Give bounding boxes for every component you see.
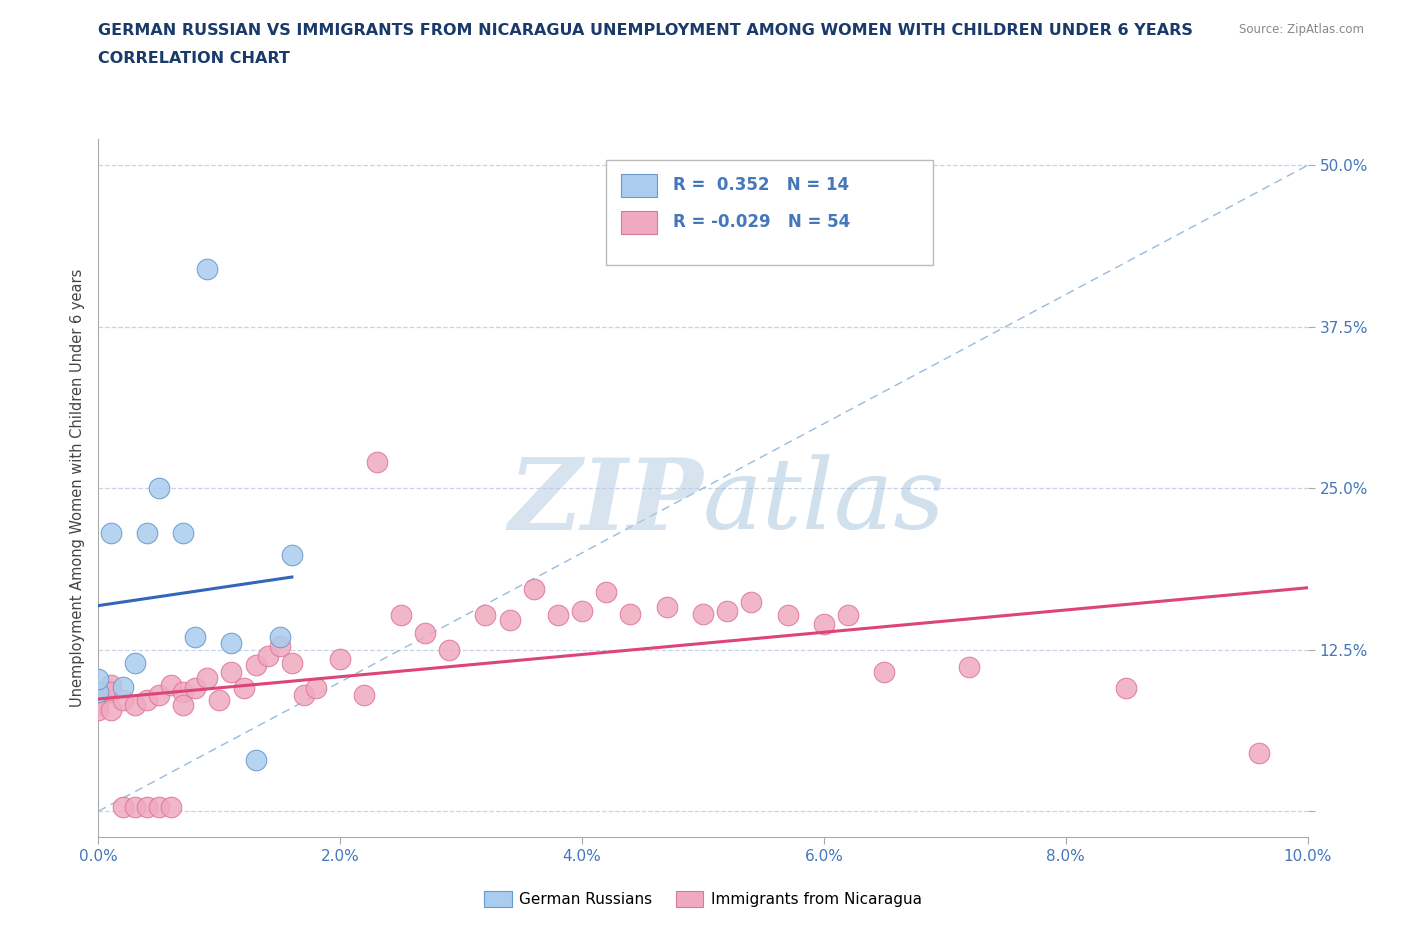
Point <box>873 664 896 679</box>
FancyBboxPatch shape <box>606 161 932 265</box>
Text: R = -0.029   N = 54: R = -0.029 N = 54 <box>672 213 851 231</box>
Point <box>135 693 157 708</box>
Point <box>655 600 678 615</box>
Point <box>195 261 218 276</box>
Point <box>232 681 254 696</box>
Point <box>281 656 304 671</box>
Point <box>1115 681 1137 696</box>
Point <box>813 617 835 631</box>
Point <box>172 684 194 699</box>
Point <box>256 649 278 664</box>
Point <box>474 607 496 622</box>
Point <box>160 800 183 815</box>
Text: CORRELATION CHART: CORRELATION CHART <box>98 51 290 66</box>
Point <box>148 800 170 815</box>
Point <box>366 455 388 470</box>
Point <box>124 656 146 671</box>
Point <box>111 800 134 815</box>
Point <box>329 651 352 666</box>
Point <box>547 607 569 622</box>
Point <box>135 526 157 541</box>
Point <box>87 697 110 711</box>
Point <box>269 630 291 644</box>
Point <box>111 680 134 695</box>
Point <box>148 687 170 702</box>
Point <box>389 607 412 622</box>
Point <box>111 693 134 708</box>
Point <box>100 677 122 692</box>
FancyBboxPatch shape <box>621 175 657 197</box>
Point <box>100 703 122 718</box>
Point <box>245 658 267 672</box>
Point <box>776 607 799 622</box>
Point <box>100 684 122 699</box>
Point <box>148 481 170 496</box>
Point <box>716 604 738 618</box>
Point <box>837 607 859 622</box>
Point <box>281 548 304 563</box>
Point <box>184 630 207 644</box>
Text: GERMAN RUSSIAN VS IMMIGRANTS FROM NICARAGUA UNEMPLOYMENT AMONG WOMEN WITH CHILDR: GERMAN RUSSIAN VS IMMIGRANTS FROM NICARA… <box>98 23 1194 38</box>
Point <box>87 672 110 687</box>
Point <box>124 800 146 815</box>
Point <box>245 752 267 767</box>
Point <box>619 606 641 621</box>
Point <box>595 584 617 599</box>
Point <box>87 684 110 699</box>
Point <box>353 687 375 702</box>
Point <box>124 698 146 712</box>
Point <box>135 800 157 815</box>
Text: Source: ZipAtlas.com: Source: ZipAtlas.com <box>1239 23 1364 36</box>
Point <box>305 681 328 696</box>
Point <box>957 659 980 674</box>
Point <box>221 664 243 679</box>
Point <box>172 698 194 712</box>
Point <box>184 681 207 696</box>
Legend: German Russians, Immigrants from Nicaragua: German Russians, Immigrants from Nicarag… <box>478 884 928 913</box>
Point <box>498 613 520 628</box>
Text: atlas: atlas <box>703 455 946 550</box>
Point <box>692 606 714 621</box>
Text: R =  0.352   N = 14: R = 0.352 N = 14 <box>672 176 849 193</box>
Point <box>269 638 291 653</box>
Point <box>87 684 110 699</box>
Point <box>208 693 231 708</box>
Point <box>87 690 110 705</box>
Point <box>87 703 110 718</box>
Point <box>413 626 436 641</box>
Text: ZIP: ZIP <box>508 454 703 551</box>
Point <box>172 526 194 541</box>
Point <box>100 526 122 541</box>
Point <box>523 581 546 596</box>
Point <box>160 677 183 692</box>
Point <box>571 604 593 618</box>
Y-axis label: Unemployment Among Women with Children Under 6 years: Unemployment Among Women with Children U… <box>69 269 84 708</box>
Point <box>1249 746 1271 761</box>
FancyBboxPatch shape <box>621 211 657 233</box>
Point <box>292 687 315 702</box>
Point <box>221 636 243 651</box>
Point <box>195 671 218 685</box>
Point <box>437 643 460 658</box>
Point <box>740 594 762 609</box>
